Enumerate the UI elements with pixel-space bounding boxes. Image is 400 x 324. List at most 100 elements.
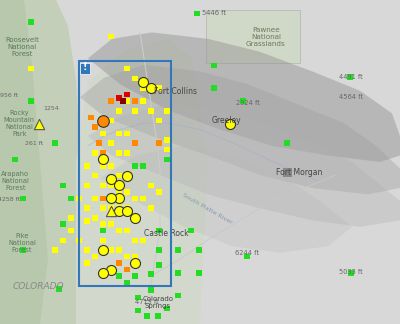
Point: [108, 248, 114, 253]
Point: [100, 196, 106, 201]
Polygon shape: [88, 104, 400, 227]
Polygon shape: [80, 65, 400, 194]
Text: Rocky
Mountain
National
Park: Rocky Mountain National Park: [4, 110, 35, 137]
Point: [156, 189, 162, 194]
Point: [84, 163, 90, 168]
Point: [132, 215, 138, 220]
Point: [156, 141, 162, 146]
Point: [100, 238, 106, 243]
Text: Roosevelt
National
Forest: Roosevelt National Forest: [5, 37, 39, 57]
Point: [124, 150, 130, 156]
Point: [194, 11, 200, 16]
Point: [211, 86, 217, 91]
Text: Fort Collins: Fort Collins: [154, 87, 197, 96]
Point: [140, 86, 146, 91]
Point: [135, 308, 141, 313]
Text: South Platte River: South Platte River: [182, 193, 233, 225]
Point: [76, 238, 82, 243]
Point: [140, 238, 146, 243]
Point: [116, 131, 122, 136]
Point: [132, 215, 138, 220]
Text: Pike
National
Forest: Pike National Forest: [8, 233, 36, 253]
Point: [132, 254, 138, 259]
Text: 4713 ft: 4713 ft: [135, 299, 159, 305]
Point: [68, 196, 74, 201]
Point: [156, 262, 162, 268]
Point: [100, 228, 106, 233]
Point: [116, 196, 122, 201]
Point: [156, 228, 162, 233]
Point: [60, 238, 66, 243]
Text: Arapaho
National
Forest: Arapaho National Forest: [1, 171, 29, 191]
Point: [116, 95, 122, 100]
Point: [100, 163, 106, 168]
Point: [116, 260, 122, 266]
Point: [164, 157, 170, 162]
Text: 14258 ft: 14258 ft: [0, 197, 20, 202]
Text: Colorado
Springs: Colorado Springs: [142, 296, 174, 309]
Point: [132, 98, 138, 104]
Point: [84, 218, 90, 224]
Point: [124, 98, 130, 104]
Point: [28, 98, 34, 104]
Point: [68, 215, 74, 220]
Point: [124, 280, 130, 285]
Point: [20, 196, 26, 201]
Point: [148, 86, 154, 91]
Point: [100, 157, 106, 162]
Text: COLORADO: COLORADO: [12, 282, 64, 291]
Point: [60, 183, 66, 188]
Point: [100, 150, 106, 156]
Text: Pawnee
National
Grasslands: Pawnee National Grasslands: [246, 27, 286, 47]
Polygon shape: [76, 39, 208, 324]
Point: [175, 270, 181, 275]
Point: [76, 196, 82, 201]
Point: [92, 173, 98, 178]
Point: [132, 141, 138, 146]
Point: [164, 306, 170, 311]
Point: [124, 205, 130, 211]
Point: [124, 267, 130, 272]
Point: [88, 115, 94, 120]
Point: [148, 205, 154, 211]
Point: [155, 313, 161, 318]
Point: [132, 196, 138, 201]
Text: 261 ft: 261 ft: [25, 141, 43, 146]
Point: [60, 222, 66, 227]
Point: [108, 176, 114, 181]
Point: [108, 118, 114, 123]
Text: 5446 ft: 5446 ft: [202, 10, 226, 16]
Point: [108, 209, 114, 214]
Point: [36, 121, 42, 126]
Point: [124, 209, 130, 214]
Point: [108, 98, 114, 104]
Point: [108, 222, 114, 227]
Text: !: !: [82, 63, 87, 72]
Point: [144, 313, 150, 318]
Point: [156, 118, 162, 123]
Text: 5033 ft: 5033 ft: [339, 269, 363, 274]
Point: [108, 205, 114, 211]
Point: [20, 248, 26, 253]
Point: [96, 141, 102, 146]
Text: Greeley: Greeley: [211, 116, 241, 125]
Point: [100, 205, 106, 211]
Point: [52, 248, 58, 253]
FancyBboxPatch shape: [80, 63, 90, 74]
Text: 1254: 1254: [43, 106, 59, 111]
Point: [108, 267, 114, 272]
Point: [164, 108, 170, 113]
Text: Fort Morgan: Fort Morgan: [276, 168, 322, 177]
Point: [28, 66, 34, 71]
Point: [116, 209, 122, 214]
Point: [116, 183, 122, 188]
Point: [140, 196, 146, 201]
Point: [148, 183, 154, 188]
Point: [92, 124, 98, 130]
Point: [284, 141, 290, 146]
Point: [28, 19, 34, 25]
Text: Castle Rock: Castle Rock: [144, 229, 188, 238]
Point: [124, 173, 130, 178]
Point: [92, 254, 98, 259]
Point: [108, 196, 114, 201]
